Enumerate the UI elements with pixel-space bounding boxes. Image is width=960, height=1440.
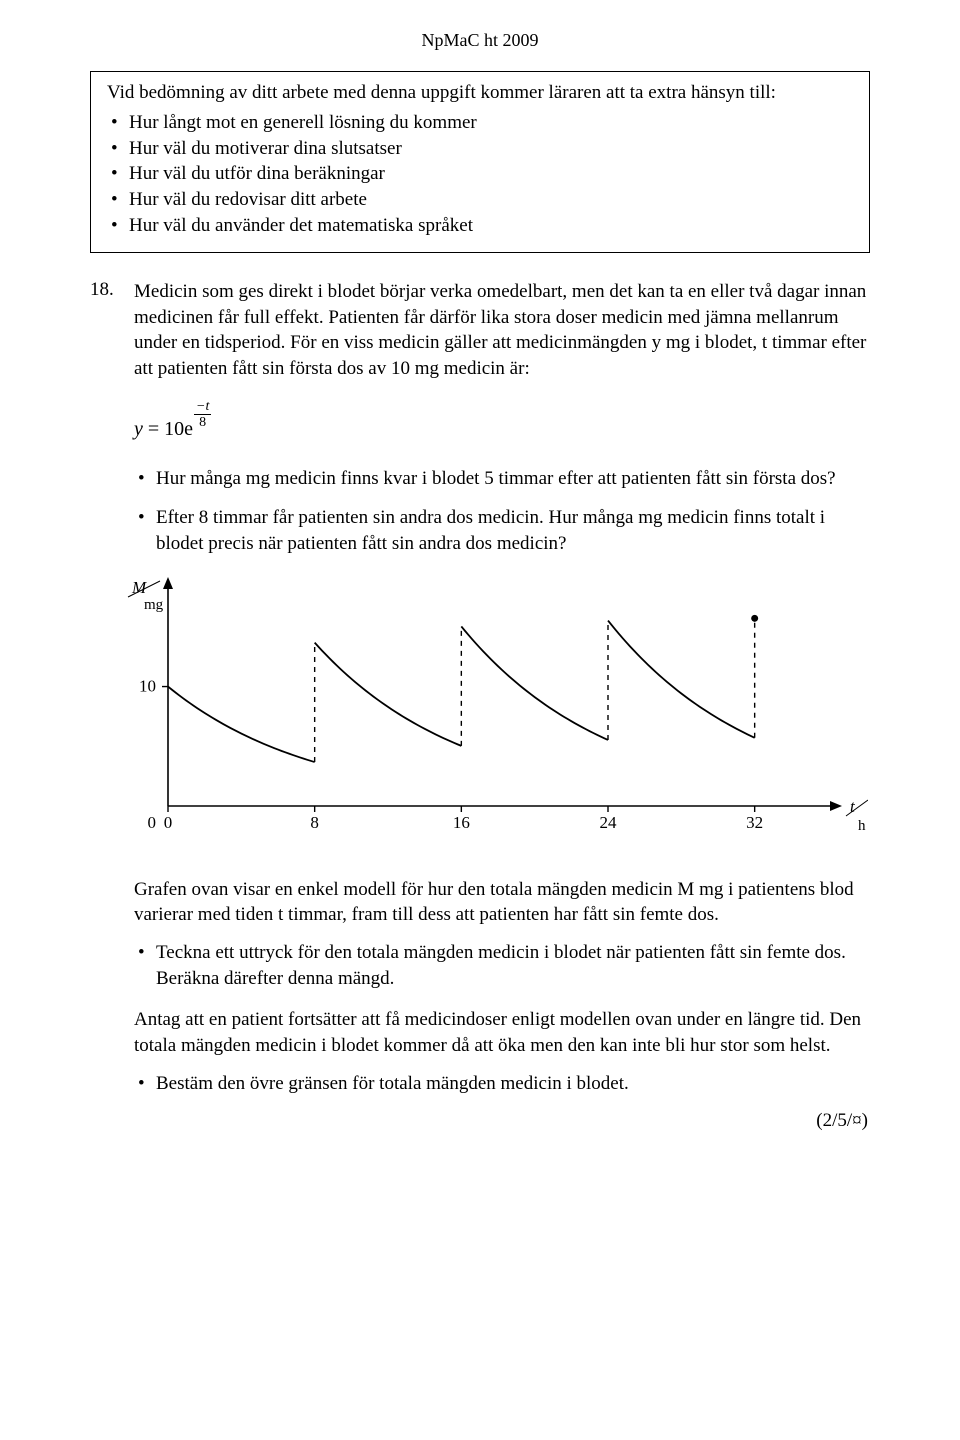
chart: 08162432100Mmgth — [108, 573, 870, 853]
question-number: 18. — [90, 279, 134, 382]
box-bullet-list: Hur långt mot en generell lösning du kom… — [107, 110, 853, 238]
svg-text:8: 8 — [310, 813, 319, 832]
question-bullets-a: Hur många mg medicin finns kvar i blodet… — [134, 466, 870, 557]
box-bullet: Hur väl du använder det matematiska språ… — [129, 213, 853, 239]
question-bullet: Efter 8 timmar får patienten sin andra d… — [156, 505, 870, 556]
page-header: NpMaC ht 2009 — [90, 30, 870, 51]
box-title: Vid bedömning av ditt arbete med denna u… — [107, 82, 853, 104]
mid-paragraph-1: Grafen ovan visar en enkel modell för hu… — [134, 877, 870, 928]
svg-text:mg: mg — [144, 597, 164, 613]
assessment-box: Vid bedömning av ditt arbete med denna u… — [90, 71, 870, 253]
box-bullet: Hur väl du redovisar ditt arbete — [129, 187, 853, 213]
svg-text:h: h — [858, 818, 866, 834]
svg-text:0: 0 — [164, 813, 173, 832]
box-bullet: Hur väl du motiverar dina slutsatser — [129, 136, 853, 162]
question-bullets-b: Teckna ett uttryck för den totala mängde… — [134, 940, 870, 991]
question-bullet: Teckna ett uttryck för den totala mängde… — [156, 940, 870, 991]
question-bullets-c: Bestäm den övre gränsen för totala mängd… — [134, 1071, 870, 1097]
formula-denominator: 8 — [194, 415, 211, 430]
question-row: 18. Medicin som ges direkt i blodet börj… — [90, 279, 870, 382]
mid-paragraph-2: Antag att en patient fortsätter att få m… — [134, 1007, 870, 1058]
svg-text:16: 16 — [453, 813, 470, 832]
question-bullet: Bestäm den övre gränsen för totala mängd… — [156, 1071, 870, 1097]
formula-numerator: −t — [194, 400, 211, 415]
chart-svg: 08162432100Mmgth — [108, 573, 868, 853]
svg-text:32: 32 — [746, 813, 763, 832]
box-bullet: Hur väl du utför dina beräkningar — [129, 161, 853, 187]
box-bullet: Hur långt mot en generell lösning du kom… — [129, 110, 853, 136]
question-intro: Medicin som ges direkt i blodet börjar v… — [134, 279, 870, 382]
svg-text:24: 24 — [600, 813, 618, 832]
svg-text:10: 10 — [139, 676, 156, 695]
score: (2/5/¤) — [90, 1110, 870, 1132]
formula: y = 10e −t 8 — [134, 402, 870, 446]
svg-text:0: 0 — [148, 813, 157, 832]
question-bullet: Hur många mg medicin finns kvar i blodet… — [156, 466, 870, 492]
svg-text:t: t — [850, 797, 856, 816]
